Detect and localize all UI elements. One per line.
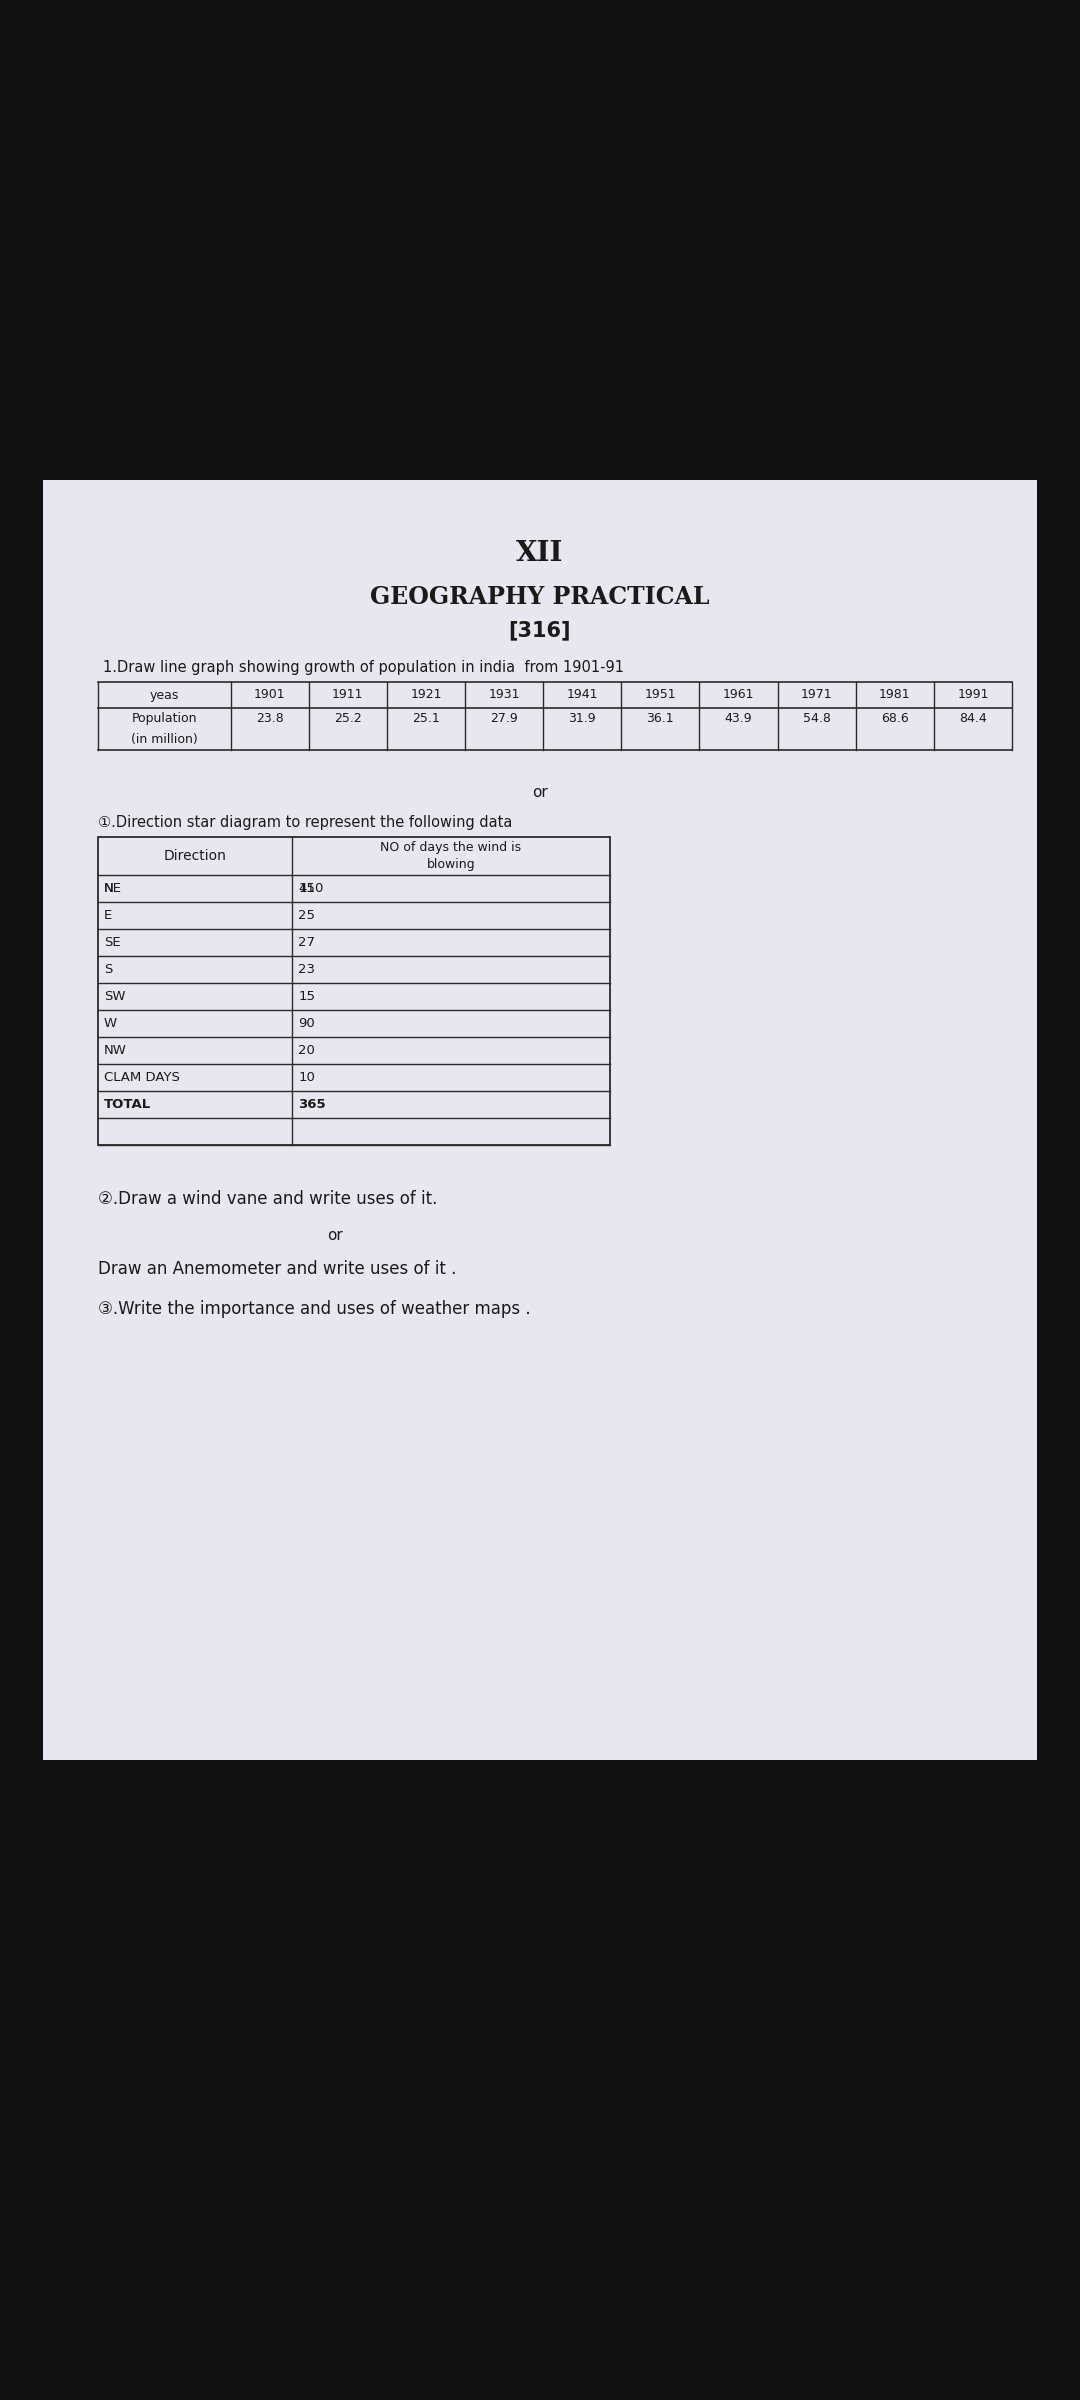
Text: 31.9: 31.9 bbox=[568, 713, 596, 725]
Text: 25.1: 25.1 bbox=[413, 713, 440, 725]
Text: 1901: 1901 bbox=[254, 689, 285, 701]
Text: 54.8: 54.8 bbox=[802, 713, 831, 725]
Text: 15: 15 bbox=[298, 989, 315, 1003]
Text: yeas: yeas bbox=[149, 689, 179, 701]
Text: 110: 110 bbox=[298, 881, 324, 895]
Text: 1951: 1951 bbox=[645, 689, 676, 701]
Text: W: W bbox=[104, 1018, 117, 1030]
Text: 1911: 1911 bbox=[332, 689, 364, 701]
Text: CLAM DAYS: CLAM DAYS bbox=[104, 1070, 179, 1082]
Text: 1921: 1921 bbox=[410, 689, 442, 701]
Text: 84.4: 84.4 bbox=[959, 713, 987, 725]
Text: 1.Draw line graph showing growth of population in india  from 1901-91: 1.Draw line graph showing growth of popu… bbox=[103, 660, 624, 674]
Text: 27.9: 27.9 bbox=[490, 713, 518, 725]
Text: (in million): (in million) bbox=[131, 732, 198, 746]
Text: 43.9: 43.9 bbox=[725, 713, 753, 725]
Text: SW: SW bbox=[104, 989, 125, 1003]
Text: 27: 27 bbox=[298, 936, 315, 948]
Text: 10: 10 bbox=[298, 1070, 315, 1082]
Text: SE: SE bbox=[104, 936, 120, 948]
Text: E: E bbox=[104, 910, 112, 922]
Text: Direction: Direction bbox=[163, 850, 227, 862]
Text: 23.8: 23.8 bbox=[256, 713, 284, 725]
Text: 365: 365 bbox=[298, 1097, 326, 1111]
Text: 36.1: 36.1 bbox=[647, 713, 674, 725]
Text: 1971: 1971 bbox=[801, 689, 833, 701]
Bar bbox=[43, 480, 1037, 1759]
Text: blowing: blowing bbox=[427, 859, 475, 871]
Text: or: or bbox=[532, 785, 548, 799]
Text: ③.Write the importance and uses of weather maps .: ③.Write the importance and uses of weath… bbox=[98, 1298, 530, 1318]
Text: N: N bbox=[104, 881, 113, 895]
Text: 23: 23 bbox=[298, 962, 315, 974]
Text: S: S bbox=[104, 962, 112, 974]
Text: or: or bbox=[327, 1226, 342, 1243]
Text: ①.Direction star diagram to represent the following data: ①.Direction star diagram to represent th… bbox=[98, 814, 512, 830]
Text: GEOGRAPHY PRACTICAL: GEOGRAPHY PRACTICAL bbox=[370, 586, 710, 610]
Text: NW: NW bbox=[104, 1044, 126, 1056]
Text: XII: XII bbox=[516, 540, 564, 566]
Text: 1941: 1941 bbox=[567, 689, 598, 701]
Text: 90: 90 bbox=[298, 1018, 315, 1030]
Text: 68.6: 68.6 bbox=[881, 713, 908, 725]
Text: 25: 25 bbox=[298, 910, 315, 922]
Text: 20: 20 bbox=[298, 1044, 315, 1056]
Text: Population: Population bbox=[132, 713, 197, 725]
Text: Draw an Anemometer and write uses of it .: Draw an Anemometer and write uses of it … bbox=[98, 1260, 456, 1277]
Text: 1931: 1931 bbox=[488, 689, 519, 701]
Text: 1961: 1961 bbox=[723, 689, 754, 701]
Text: NE: NE bbox=[104, 881, 122, 895]
Text: 1981: 1981 bbox=[879, 689, 910, 701]
Bar bbox=[98, 838, 610, 1145]
Text: 25.2: 25.2 bbox=[334, 713, 362, 725]
Text: TOTAL: TOTAL bbox=[104, 1097, 151, 1111]
Text: [316]: [316] bbox=[509, 619, 571, 641]
Text: ②.Draw a wind vane and write uses of it.: ②.Draw a wind vane and write uses of it. bbox=[98, 1190, 437, 1207]
Text: NO of days the wind is: NO of days the wind is bbox=[380, 840, 522, 854]
Text: 1991: 1991 bbox=[957, 689, 988, 701]
Text: 45: 45 bbox=[298, 881, 315, 895]
